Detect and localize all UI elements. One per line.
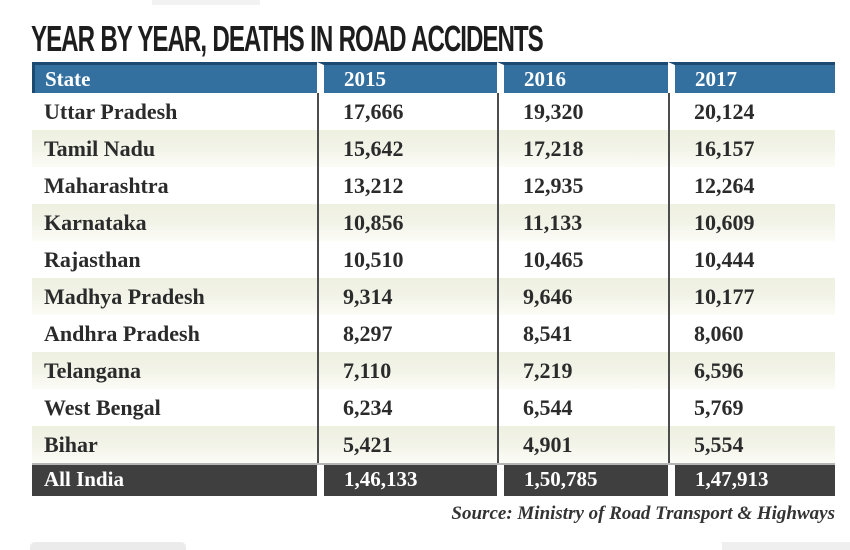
table-row-uttar-pradesh: Uttar Pradesh 17,666 19,320 20,124 (32, 93, 835, 130)
value-cell-2017: 16,157 (668, 130, 835, 167)
state-cell: Uttar Pradesh (44, 99, 178, 124)
table-row-andhra-pradesh: Andhra Pradesh 8,297 8,541 8,060 (32, 315, 835, 352)
state-cell: Bihar (44, 432, 98, 457)
cropped-page-artifact-bottom-left (30, 542, 186, 550)
value-cell-2016: 9,646 (497, 278, 668, 315)
value-cell-2016: 4,901 (497, 426, 668, 463)
page-title: YEAR BY YEAR, DEATHS IN ROAD ACCIDENTS (31, 18, 544, 59)
table-header-row: State 2015 2016 2017 (32, 62, 835, 93)
state-cell: Tamil Nadu (44, 136, 156, 161)
column-header-2017: 2017 (668, 62, 835, 93)
value-cell-2015: 9,314 (317, 278, 497, 315)
value-cell-2015: 7,110 (317, 352, 497, 389)
value-cell-2017: 8,060 (668, 315, 835, 352)
source-attribution: Source: Ministry of Road Transport & Hig… (451, 503, 835, 524)
value-cell-2015: 10,856 (317, 204, 497, 241)
table-row-karnataka: Karnataka 10,856 11,133 10,609 (32, 204, 835, 241)
total-label-cell: All India (32, 465, 317, 496)
value-cell-2017: 10,177 (668, 278, 835, 315)
value-cell-2015: 13,212 (317, 167, 497, 204)
value-cell-2016: 8,541 (497, 315, 668, 352)
column-header-state: State (32, 62, 317, 93)
table-row-maharashtra: Maharashtra 13,212 12,935 12,264 (32, 167, 835, 204)
column-header-2015: 2015 (317, 62, 497, 93)
value-cell-2017: 10,609 (668, 204, 835, 241)
value-cell-2017: 20,124 (668, 93, 835, 130)
value-cell-2016: 12,935 (497, 167, 668, 204)
value-cell-2017: 5,769 (668, 389, 835, 426)
table-row-madhya-pradesh: Madhya Pradesh 9,314 9,646 10,177 (32, 278, 835, 315)
value-cell-2016: 17,218 (497, 130, 668, 167)
state-cell: Andhra Pradesh (44, 321, 200, 346)
state-cell: Madhya Pradesh (44, 284, 205, 309)
table-row-telangana: Telangana 7,110 7,219 6,596 (32, 352, 835, 389)
value-cell-2016: 11,133 (497, 204, 668, 241)
cropped-page-artifact-top (152, 0, 260, 5)
table-total-row-all-india: All India 1,46,133 1,50,785 1,47,913 (32, 463, 835, 496)
table-row-rajasthan: Rajasthan 10,510 10,465 10,444 (32, 241, 835, 278)
table-row-bihar: Bihar 5,421 4,901 5,554 (32, 426, 835, 463)
value-cell-2015: 17,666 (317, 93, 497, 130)
table-row-tamil-nadu: Tamil Nadu 15,642 17,218 16,157 (32, 130, 835, 167)
state-cell: Karnataka (44, 210, 147, 235)
value-cell-2016: 6,544 (497, 389, 668, 426)
value-cell-2015: 8,297 (317, 315, 497, 352)
road-deaths-table: State 2015 2016 2017 Uttar Pradesh 17,66… (32, 62, 835, 496)
value-cell-2016: 10,465 (497, 241, 668, 278)
value-cell-2015: 5,421 (317, 426, 497, 463)
total-value-cell-2017: 1,47,913 (668, 465, 835, 496)
state-cell: West Bengal (44, 395, 161, 420)
total-value-cell-2016: 1,50,785 (497, 465, 668, 496)
value-cell-2017: 6,596 (668, 352, 835, 389)
column-header-2016: 2016 (497, 62, 668, 93)
total-value-cell-2015: 1,46,133 (317, 465, 497, 496)
value-cell-2015: 10,510 (317, 241, 497, 278)
state-cell: Rajasthan (44, 247, 141, 272)
table-row-west-bengal: West Bengal 6,234 6,544 5,769 (32, 389, 835, 426)
value-cell-2016: 19,320 (497, 93, 668, 130)
state-cell: Telangana (44, 358, 142, 383)
value-cell-2016: 7,219 (497, 352, 668, 389)
value-cell-2015: 6,234 (317, 389, 497, 426)
value-cell-2017: 10,444 (668, 241, 835, 278)
value-cell-2015: 15,642 (317, 130, 497, 167)
table-body: Uttar Pradesh 17,666 19,320 20,124 Tamil… (32, 93, 835, 463)
cropped-page-artifact-bottom-right (722, 542, 850, 550)
value-cell-2017: 12,264 (668, 167, 835, 204)
state-cell: Maharashtra (44, 173, 169, 198)
value-cell-2017: 5,554 (668, 426, 835, 463)
